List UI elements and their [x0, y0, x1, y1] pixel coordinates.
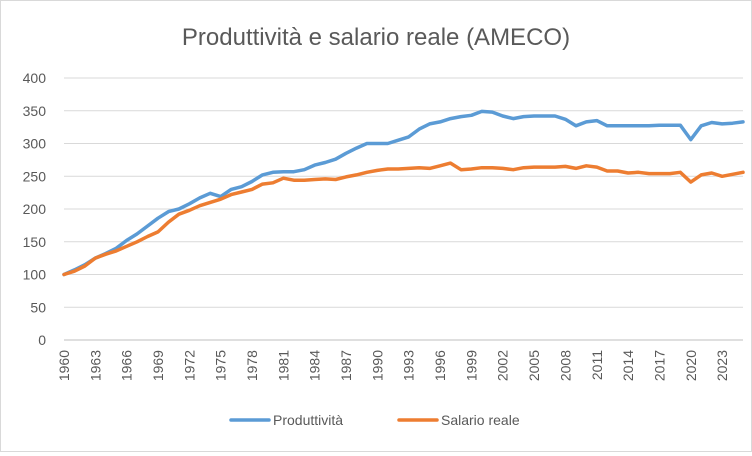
legend-label-salario-reale: Salario reale [441, 412, 520, 428]
x-tick-label: 2023 [714, 350, 730, 381]
x-tick-label: 1981 [275, 350, 291, 381]
chart-title: Produttività e salario reale (AMECO) [182, 24, 570, 51]
x-tick-label: 2020 [683, 350, 699, 381]
y-tick-label: 350 [23, 103, 47, 119]
x-tick-label: 1960 [56, 350, 72, 381]
x-tick-label: 1978 [244, 350, 260, 381]
y-tick-label: 50 [30, 299, 46, 315]
series-line-salario-reale [62, 161, 745, 277]
series-lines [62, 109, 745, 277]
x-tick-label: 1993 [401, 350, 417, 381]
x-tick-label: 2017 [651, 350, 667, 381]
x-tick-label: 2002 [495, 350, 511, 381]
x-tick-label: 2008 [557, 350, 573, 381]
gridlines [64, 77, 743, 308]
x-tick-label: 1969 [150, 350, 166, 381]
x-tick-label: 1972 [181, 350, 197, 381]
x-tick-label: 1963 [87, 350, 103, 381]
x-tick-label: 2011 [589, 350, 605, 380]
y-tick-label: 100 [23, 267, 47, 283]
x-tick-label: 1996 [432, 350, 448, 381]
y-tick-label: 250 [23, 168, 47, 184]
x-axis-tick-labels: 1960 1963 1966 1969 1972 1975 1978 1981 1984 1987… [56, 350, 730, 381]
x-tick-label: 2005 [526, 350, 542, 381]
x-tick-label: 1990 [369, 350, 385, 381]
y-tick-label: 150 [23, 234, 47, 250]
y-tick-label: 400 [23, 70, 47, 86]
x-tick-label: 1975 [213, 350, 229, 381]
x-tick-label: 2014 [620, 350, 636, 381]
y-tick-label: 200 [23, 201, 47, 217]
legend-label-produttivita: Produttività [273, 412, 343, 428]
y-tick-label: 300 [23, 136, 47, 152]
series-line-produttivita [62, 109, 745, 277]
x-tick-label: 1984 [307, 350, 323, 381]
x-tick-label: 1999 [463, 350, 479, 381]
legend: Produttività Salario reale [229, 412, 520, 428]
y-axis-tick-labels: 0 50 100 150 200 250 300 350 400 [23, 70, 47, 348]
x-tick-label: 1987 [338, 350, 354, 381]
x-tick-label: 1966 [119, 350, 135, 381]
y-tick-label: 0 [38, 332, 46, 348]
